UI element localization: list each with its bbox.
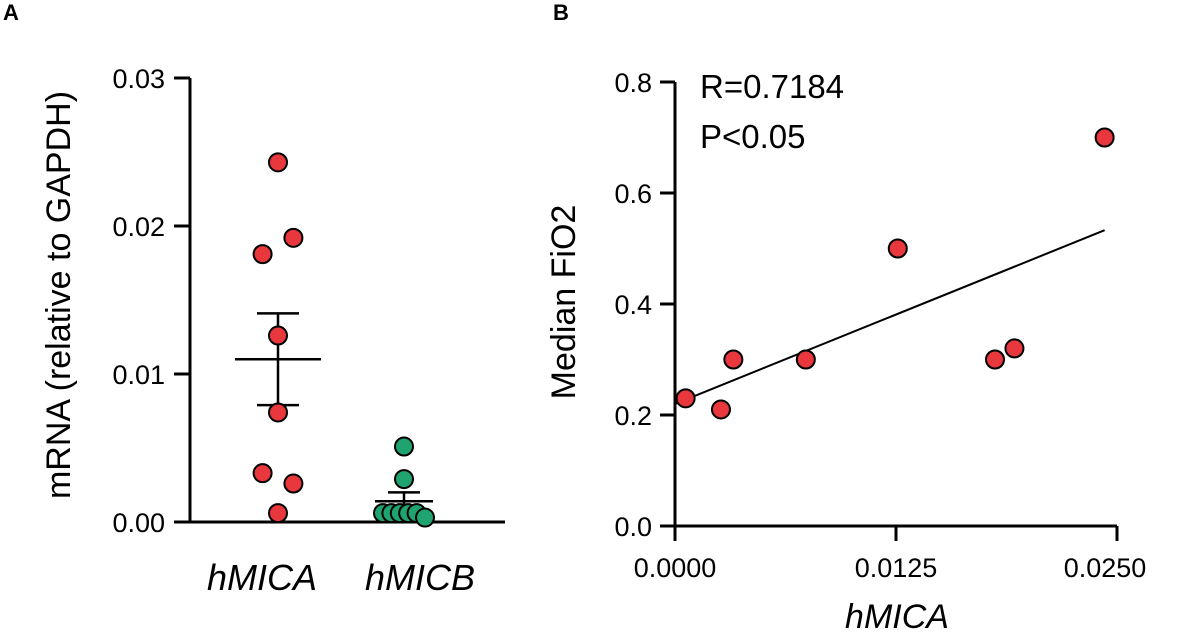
panel-a-category-label-hmicb: hMICB bbox=[365, 557, 475, 598]
panel-a-y-tick-label-3: 0.03 bbox=[112, 64, 165, 94]
panel-b-y-ticks: 0.0 0.2 0.4 0.6 0.8 bbox=[614, 68, 675, 542]
point-fio2-6 bbox=[1005, 339, 1023, 357]
panel-a-y-ticks: 0.00 0.01 0.02 0.03 bbox=[112, 64, 190, 538]
point-fio2-5 bbox=[986, 351, 1004, 369]
point-hmica-5 bbox=[254, 464, 272, 482]
panel-b-x-axis-title: hMICA bbox=[845, 598, 949, 636]
panel-b-x-tick-label-1: 0.0125 bbox=[855, 553, 938, 583]
panel-b-y-axis-title: Median FiO2 bbox=[545, 205, 583, 400]
panel-a-y-axis-title: mRNA (relative to GAPDH) bbox=[40, 91, 78, 499]
panel-b-y-tick-label-1: 0.2 bbox=[614, 401, 652, 431]
panel-a-y-tick-label-2: 0.02 bbox=[112, 212, 165, 242]
point-hmica-7 bbox=[269, 504, 287, 522]
panel-a-y-tick-label-1: 0.01 bbox=[112, 360, 165, 390]
point-hmicb-1 bbox=[395, 470, 413, 488]
point-hmica-0 bbox=[269, 153, 287, 171]
panel-a-points bbox=[254, 153, 434, 526]
point-fio2-0 bbox=[677, 389, 695, 407]
point-hmica-3 bbox=[269, 327, 287, 345]
panel-b-p-value: P<0.05 bbox=[700, 118, 806, 155]
point-fio2-2 bbox=[724, 351, 742, 369]
panel-b-points bbox=[677, 129, 1114, 419]
panel-a: A mRNA (relative to GAPDH) 0.00 0.01 0.0… bbox=[3, 0, 505, 598]
panel-a-letter: A bbox=[3, 0, 19, 25]
panel-b-y-tick-label-3: 0.6 bbox=[614, 179, 652, 209]
panel-b-r-value: R=0.7184 bbox=[700, 68, 844, 105]
point-fio2-4 bbox=[889, 240, 907, 258]
point-hmica-2 bbox=[284, 229, 302, 247]
point-fio2-7 bbox=[1096, 129, 1114, 147]
point-hmica-1 bbox=[254, 245, 272, 263]
panel-b-letter: B bbox=[553, 0, 569, 25]
point-hmicb-0 bbox=[395, 438, 413, 456]
panel-b-x-ticks: 0.0000 0.0125 0.0250 bbox=[634, 526, 1147, 583]
panel-a-y-tick-label-0: 0.00 bbox=[112, 508, 165, 538]
panel-b-regression-line bbox=[675, 230, 1105, 404]
panel-b-x-tick-label-2: 0.0250 bbox=[1064, 553, 1147, 583]
panel-b-y-tick-label-0: 0.0 bbox=[614, 512, 652, 542]
point-hmica-4 bbox=[269, 403, 287, 421]
point-fio2-3 bbox=[797, 351, 815, 369]
figure: A mRNA (relative to GAPDH) 0.00 0.01 0.0… bbox=[0, 0, 1179, 636]
panel-b-y-tick-label-2: 0.4 bbox=[614, 290, 652, 320]
point-fio2-1 bbox=[712, 400, 730, 418]
point-hmicb-7 bbox=[416, 509, 434, 527]
point-hmica-6 bbox=[284, 475, 302, 493]
panel-b: B Median FiO2 hMICA 0.0 0.2 0.4 0.6 0.8 … bbox=[545, 0, 1146, 636]
panel-b-y-tick-label-4: 0.8 bbox=[614, 68, 652, 98]
panel-a-category-label-hmica: hMICA bbox=[207, 557, 317, 598]
panel-b-x-tick-label-0: 0.0000 bbox=[634, 553, 717, 583]
